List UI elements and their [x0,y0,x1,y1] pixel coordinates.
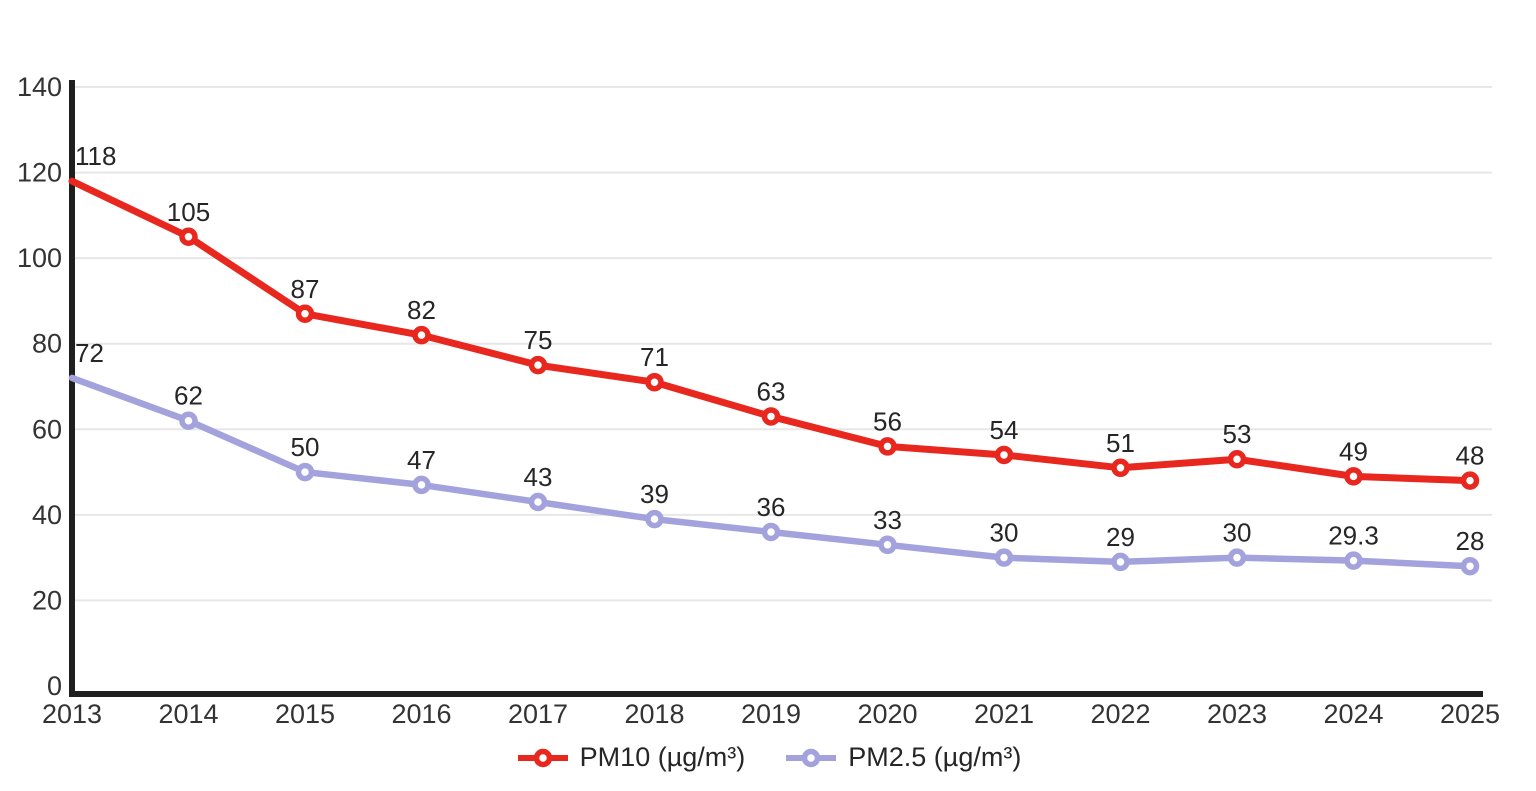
data-point [295,304,315,324]
series-line-pm10 [68,177,1474,485]
data-label: 30 [1223,518,1252,548]
data-point [761,407,781,426]
data-label: 39 [640,479,669,509]
x-tick-label: 2014 [158,699,218,729]
data-label: 36 [757,492,786,522]
data-label: 62 [174,381,203,411]
x-tick-label: 2024 [1323,699,1383,729]
data-label: 75 [524,325,553,355]
data-label: 29.3 [1328,521,1379,551]
x-tick-label: 2025 [1440,699,1500,729]
data-label: 63 [757,376,786,406]
legend-label-pm10: PM10 (µg/m³) [579,742,746,772]
y-tick-label: 20 [32,585,62,615]
legend-item-pm10[interactable]: PM10 (µg/m³) [515,742,746,772]
y-tick-label: 100 [17,243,62,273]
data-label: 33 [873,505,902,535]
data-point [1460,556,1480,576]
legend-item-pm25[interactable]: PM2.5 (µg/m³) [783,744,1021,771]
data-label: 105 [167,197,210,227]
legend: PM10 (µg/m³) PM2.5 (µg/m³) [0,744,1536,771]
data-label: 56 [873,406,902,436]
pm25-legend-marker-icon [786,748,837,767]
data-point [412,325,431,345]
data-label: 118 [75,141,116,171]
data-point [179,411,198,430]
data-point [179,227,198,246]
data-label: 53 [1223,419,1252,449]
data-point [1227,548,1247,567]
y-tick-label: 120 [17,158,62,188]
x-tick-label: 2021 [974,699,1034,729]
x-tick-label: 2015 [275,699,335,729]
pm10-legend-marker-icon [517,748,568,767]
data-label: 48 [1456,441,1485,471]
x-tick-label: 2013 [42,699,102,729]
data-label: 28 [1456,526,1485,556]
data-point [1227,449,1247,469]
x-tick-label: 2023 [1207,699,1267,729]
x-tick-label: 2020 [857,699,917,729]
data-label: 71 [640,342,669,372]
data-point [1111,552,1130,572]
y-tick-label: 60 [32,414,62,444]
data-point [761,522,781,542]
data-point [878,535,897,555]
data-point [528,355,548,375]
data-point [994,548,1014,567]
data-point [412,475,431,495]
data-label: 54 [990,415,1019,445]
x-tick-label: 2017 [508,699,568,729]
x-tick-label: 2018 [624,699,684,729]
data-label: 72 [75,338,104,368]
data-label: 87 [291,274,320,304]
data-label: 49 [1339,436,1368,466]
x-tick-label: 2022 [1090,699,1150,729]
data-label: 50 [291,432,320,462]
data-label: 43 [524,462,553,492]
data-point [994,445,1014,465]
data-label: 29 [1106,522,1135,552]
data-point [645,372,664,392]
data-point [295,462,315,482]
y-tick-label: 80 [32,329,62,359]
data-label: 51 [1106,428,1135,458]
data-point [1344,467,1363,486]
data-point [878,437,897,456]
data-point [1460,471,1480,490]
data-label: 47 [407,445,436,475]
y-tick-label: 140 [17,72,62,102]
data-point [645,509,664,529]
data-point [528,492,548,512]
data-point [1111,458,1130,478]
data-point [1344,551,1363,570]
y-tick-label: 0 [47,671,62,701]
data-label: 82 [407,295,436,325]
x-tick-label: 2016 [391,699,451,729]
data-label: 30 [990,518,1019,548]
legend-label-pm25: PM2.5 (µg/m³) [848,742,1022,772]
x-tick-label: 2019 [741,699,801,729]
y-tick-label: 40 [32,500,62,530]
